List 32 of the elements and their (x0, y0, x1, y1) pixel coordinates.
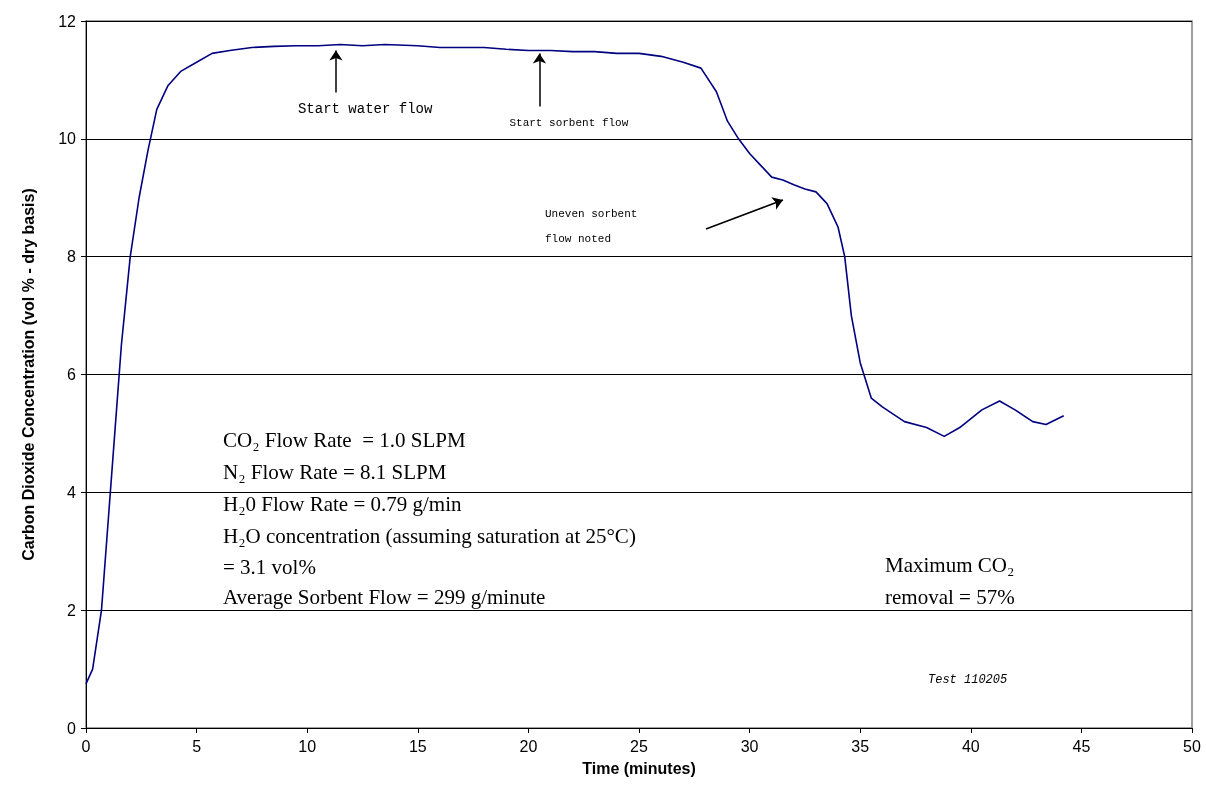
y-tick-label: 6 (67, 366, 77, 383)
x-tick-label: 40 (961, 737, 980, 755)
y-tick-label: 10 (58, 130, 77, 148)
line-series (85, 43, 1065, 685)
x-tick-label: 30 (740, 737, 759, 755)
x-axis-title: Time (minutes) (582, 759, 696, 777)
x-tick-label: 5 (192, 737, 202, 755)
x-tick-label: 10 (298, 737, 317, 755)
annotation: Average Sorbent Flow = 299 g/minute (223, 585, 546, 610)
annotation: = 3.1 vol% (223, 555, 316, 580)
annotation: Test 110205 (928, 672, 1008, 687)
y-tick-label: 8 (67, 248, 77, 266)
annotation: N₂ Flow Rate = 8.1 SLPM (223, 460, 447, 485)
y-tick-label: 2 (67, 601, 77, 619)
x-tick-label: 15 (408, 737, 427, 755)
y-tick-label: 12 (58, 12, 77, 30)
x-tick-label: 45 (1072, 737, 1091, 755)
x-tick-label: 20 (519, 737, 538, 755)
y-tick-label: 0 (67, 719, 77, 737)
x-tick-label: 0 (81, 737, 91, 755)
annotation: Start water flow (297, 101, 433, 118)
annotation: Maximum CO₂ removal = 57% (885, 553, 1020, 610)
y-axis-title: Carbon Dioxide Concentration (vol % - dry basis) (19, 188, 37, 561)
annotation: H₂0 Flow Rate = 0.79 g/min (223, 492, 462, 517)
x-tick-label: 35 (851, 737, 870, 755)
x-tick-label: 25 (630, 737, 648, 755)
annotation: Start sorbent flow (509, 117, 629, 130)
annotation: Uneven sorbent flow noted (545, 208, 645, 245)
x-tick-label: 50 (1183, 737, 1201, 755)
annotation: CO₂ Flow Rate = 1.0 SLPM (223, 428, 466, 453)
y-tick-label: 4 (67, 483, 77, 501)
annotation: H₂O concentration (assuming saturation at 25°C) (223, 524, 636, 549)
